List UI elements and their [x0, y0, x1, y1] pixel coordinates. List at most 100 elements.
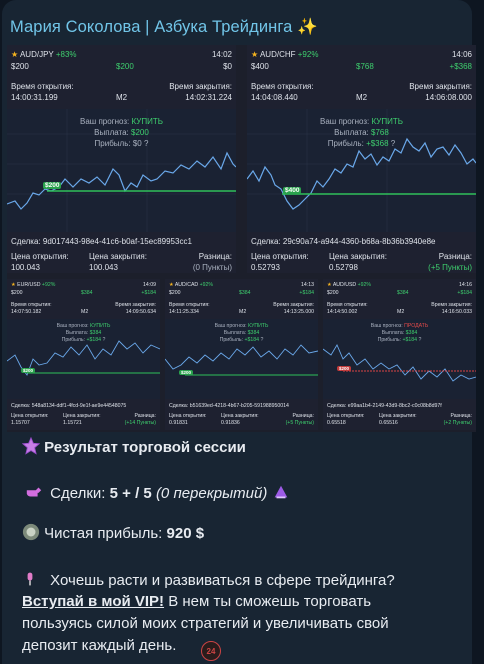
- cta-text-2: В нем ты сможешь торговать: [164, 593, 372, 610]
- close-time-label: Время закрытия:: [169, 82, 232, 91]
- deal-id-row: Сделка: 548a8134-ddf1-4fcd-9e1f-ae9e4454…: [11, 403, 127, 409]
- deals-line: Сделки: 5 + / 5 (0 перекрытий): [22, 483, 290, 502]
- trade-result: +$184: [457, 290, 472, 296]
- forecast-direction: КУПИТЬ: [131, 117, 163, 126]
- open-time-label: Время открытия:: [251, 82, 314, 91]
- trade-payout: $768: [356, 62, 374, 71]
- profit-value: 920 $: [166, 525, 205, 542]
- deal-id: 548a8134-ddf1-4fcd-9e1f-ae9e44548075: [31, 403, 127, 409]
- price-chart: $400: [247, 109, 476, 232]
- trade-stake: $200: [327, 290, 339, 296]
- forecast-direction: КУПИТЬ: [247, 323, 269, 329]
- help-icon: ?: [102, 337, 106, 344]
- reply-counter-badge[interactable]: 24: [201, 641, 221, 661]
- cta-text-3: пользуясь силой моих стратегий и увеличи…: [22, 615, 389, 632]
- trade-payout: $384: [81, 290, 93, 296]
- cta-line-1: Хочешь расти и развиваться в сфере трейд…: [22, 570, 395, 589]
- expiry-value: M2: [356, 93, 368, 102]
- deal-id: e99aa1b4-2149-43d9-8bc2-c0c08b8d97f: [347, 403, 442, 409]
- price-chart: $200: [165, 319, 318, 399]
- trade-stake: $400: [251, 62, 269, 71]
- deal-id: 9d017443-98e4-41c6-b0af-15ec89953cc1: [42, 237, 192, 246]
- profit-line: Чистая прибыль: 920 $: [22, 523, 204, 542]
- forecast-direction: КУПИТЬ: [371, 117, 403, 126]
- trade-stake: $200: [11, 62, 29, 71]
- entry-price-badge: $200: [21, 368, 36, 373]
- open-time-label: Время открытия:: [11, 82, 74, 91]
- sender-name[interactable]: Мария Соколова | Азбука Трейдинга ✨: [10, 18, 318, 37]
- entry-price-badge: $200: [337, 366, 352, 371]
- trade-card-audchf[interactable]: ★ AUD/CHF +92% 14:06 $400 $768 +$368 Вре…: [247, 45, 476, 273]
- forecast-panel: Ваш прогноз: ПРОДАТЬ Выплата: $384 Прибы…: [370, 323, 429, 344]
- deal-id: b51639ed-4218-4b67-b205-591988950014: [189, 403, 289, 409]
- star-icon: ★: [251, 50, 259, 59]
- pointing-hand-icon: [26, 487, 42, 497]
- trade-card-audjpy[interactable]: ★ AUD/JPY +83% 14:02 $200 $200 $0 Время …: [7, 45, 236, 273]
- entry-price-badge: $400: [283, 187, 302, 194]
- trade-pair: AUD/JPY: [19, 50, 54, 59]
- trade-stake: $200: [11, 290, 23, 296]
- trade-pair: AUD/CAD: [174, 282, 199, 288]
- star-icon: ★: [11, 282, 16, 288]
- close-time-label: Время закрытия:: [409, 82, 472, 91]
- microphone-icon: [27, 572, 33, 586]
- trade-result: +$184: [299, 290, 314, 296]
- session-title-line: Результат торговой сессии: [22, 437, 246, 456]
- trade-pair: AUD/CHF: [259, 50, 296, 59]
- trade-payout: $200: [116, 62, 134, 71]
- trade-percent: +92%: [41, 282, 56, 288]
- trade-time: 14:06: [451, 50, 472, 59]
- forecast-panel: Ваш прогноз: КУПИТЬ Выплата: $200 Прибыл…: [80, 117, 163, 148]
- trade-percent: +83%: [55, 50, 77, 59]
- cta-line-3: пользуясь силой моих стратегий и увеличи…: [22, 615, 389, 632]
- close-time-value: 14:06:08.000: [425, 93, 472, 102]
- reply-counter: 24: [206, 646, 216, 656]
- deal-id-row: Сделка: 29c90a74-a944-4360-b68a-8b36b394…: [251, 237, 436, 246]
- forecast-panel: Ваш прогноз: КУПИТЬ Выплата: $768 Прибыл…: [320, 117, 403, 148]
- deals-label: Сделки:: [50, 485, 106, 502]
- trade-screenshot-album[interactable]: ★ AUD/JPY +83% 14:02 $200 $200 $0 Время …: [7, 45, 476, 432]
- forecast-direction: ПРОДАТЬ: [404, 323, 429, 329]
- deals-value: 5 + / 5: [109, 485, 152, 502]
- trade-percent: +92%: [199, 282, 214, 288]
- dollar-bill-icon: [22, 523, 40, 541]
- forecast-direction: КУПИТЬ: [89, 323, 111, 329]
- trade-payout: $384: [397, 290, 409, 296]
- trade-result: +$368: [449, 62, 472, 71]
- sender-name-text: Мария Соколова | Азбука Трейдинга: [10, 18, 293, 36]
- price-chart: $200: [7, 109, 236, 232]
- price-chart: $200: [7, 319, 160, 399]
- deal-id: 29c90a74-a944-4360-b68a-8b36b3940e8e: [282, 237, 436, 246]
- session-title: Результат торговой сессии: [44, 439, 246, 456]
- trade-percent: +92%: [357, 282, 372, 288]
- vip-link[interactable]: Вступай в мой VIP!: [22, 593, 165, 610]
- entry-price-badge: $200: [179, 370, 194, 375]
- cta-text-1: Хочешь расти и развиваться в сфере трейд…: [50, 572, 395, 589]
- help-icon: ?: [418, 337, 422, 344]
- megaphone-icon: [274, 485, 287, 499]
- star-icon: [22, 437, 40, 455]
- deal-id-row: Сделка: b51639ed-4218-4b67-b205-59198895…: [169, 403, 289, 409]
- trade-result: $0: [223, 62, 232, 71]
- close-time-value: 14:02:31.224: [185, 93, 232, 102]
- trade-payout: $384: [239, 290, 251, 296]
- trade-time: 14:13: [301, 282, 314, 288]
- trade-result: +$184: [141, 290, 156, 296]
- help-icon: ?: [260, 337, 264, 344]
- help-icon: ?: [143, 138, 149, 148]
- trade-card-eurusd[interactable]: ★ EUR/USD +92% 14:09 $200 $384 +$184 Вре…: [7, 279, 160, 430]
- profit-label: Чистая прибыль:: [44, 525, 163, 542]
- trade-card-audcad[interactable]: ★ AUD/CAD +92% 14:13 $200 $384 +$184 Вре…: [165, 279, 318, 430]
- entry-price-badge: $200: [43, 182, 62, 189]
- forecast-panel: Ваш прогноз: КУПИТЬ Выплата: $384 Прибыл…: [214, 323, 269, 344]
- trade-pair: AUD/USD: [332, 282, 357, 288]
- trade-time: 14:09: [143, 282, 156, 288]
- star-icon: ★: [327, 282, 332, 288]
- trade-stake: $200: [169, 290, 181, 296]
- trade-time: 14:16: [459, 282, 472, 288]
- trade-card-audusd[interactable]: ★ AUD/USD +92% 14:16 $200 $384 +$184 Вре…: [323, 279, 476, 430]
- star-icon: ★: [169, 282, 174, 288]
- sparkles-icon: ✨: [297, 18, 318, 36]
- open-time-value: 14:04:08.440: [251, 93, 298, 102]
- open-time-value: 14:00:31.199: [11, 93, 58, 102]
